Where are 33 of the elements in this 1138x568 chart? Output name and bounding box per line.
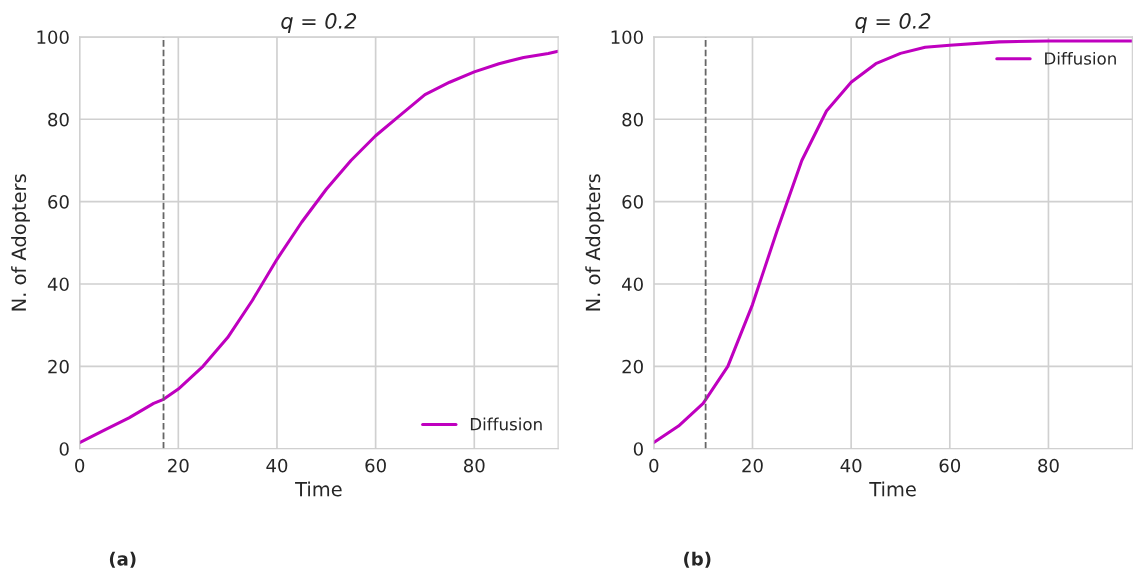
x-axis-title: Time [295, 481, 342, 497]
x-axis-title: Time [869, 481, 916, 497]
y-tick-label: 20 [48, 359, 69, 374]
y-tick-label: 0 [633, 442, 643, 456]
x-tick-label: 40 [266, 458, 288, 473]
x-tick-label: 0 [75, 458, 85, 473]
legend-label: Diffusion [470, 417, 542, 431]
x-tick-label: 20 [168, 458, 189, 473]
x-tick-label: 40 [840, 458, 862, 473]
y-tick-label: 100 [37, 30, 69, 45]
x-tick-label: 80 [1038, 458, 1059, 473]
y-tick-label: 0 [59, 442, 69, 456]
chart-title: q = 0.2 [281, 13, 357, 33]
y-tick-label: 40 [47, 277, 69, 292]
y-axis-title: N. of Adopters [585, 174, 605, 311]
y-tick-label: 60 [622, 195, 643, 209]
y-tick-label: 40 [622, 277, 643, 292]
y-tick-label: 100 [611, 30, 643, 45]
text: (a) [109, 551, 136, 568]
x-tick-label: 20 [742, 458, 763, 473]
y-axis-title: N. of Adopters [11, 174, 30, 311]
x-tick-label: 80 [464, 458, 485, 473]
y-tick-label: 60 [48, 195, 69, 209]
x-tick-label: 60 [365, 458, 386, 473]
text: (b) [684, 551, 711, 568]
legend-label: Diffusion [1045, 51, 1116, 65]
y-tick-label: 20 [622, 359, 643, 374]
x-tick-label: 60 [939, 458, 961, 473]
x-tick-label: 0 [649, 458, 659, 473]
y-tick-label: 80 [622, 112, 643, 127]
y-tick-label: 80 [48, 112, 69, 127]
line-series [79, 49, 559, 445]
chart-title: q = 0.2 [855, 13, 931, 33]
